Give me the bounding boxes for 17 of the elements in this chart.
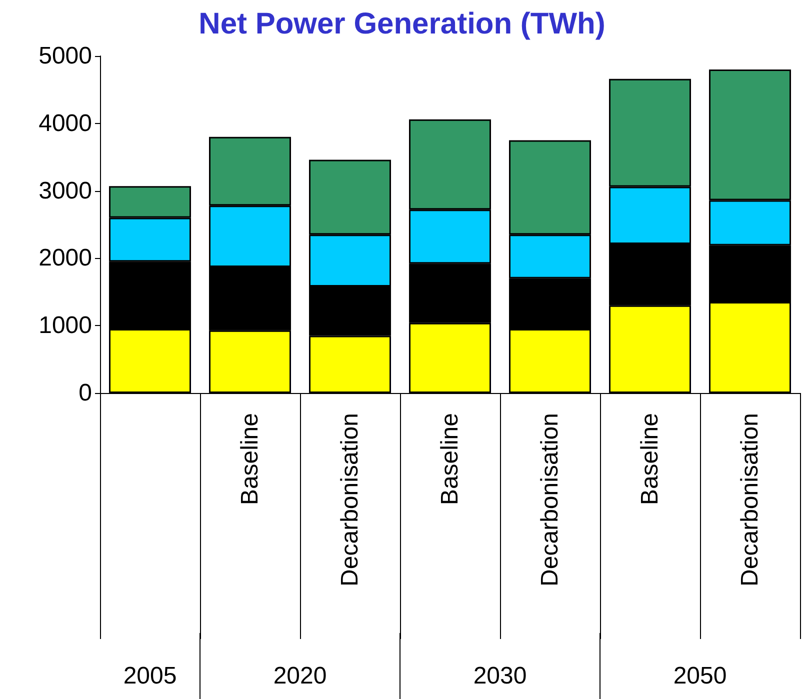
y-tick-label: 2000 [38,244,92,272]
x-tick-label: Decarbonisation [736,413,764,586]
x-tick-label: Decarbonisation [336,413,364,586]
x-tick-label: Decarbonisation [536,413,564,586]
y-tick-label: 1000 [38,312,92,340]
y-tick-label: 5000 [38,42,92,70]
y-tick-label: 0 [78,380,92,406]
x-tick-label: Baseline [436,413,464,506]
text: 2005 [123,662,177,690]
text: 2030 [473,662,527,690]
chart-title: Net Power Generation (TWh) [198,8,606,40]
y-tick-label: 4000 [38,110,92,137]
x-tick-label: Baseline [636,413,664,506]
text: 2050 [673,662,727,690]
text: 2020 [273,662,327,690]
y-tick-label: 3000 [38,177,92,204]
x-tick-label: Baseline [236,413,264,506]
